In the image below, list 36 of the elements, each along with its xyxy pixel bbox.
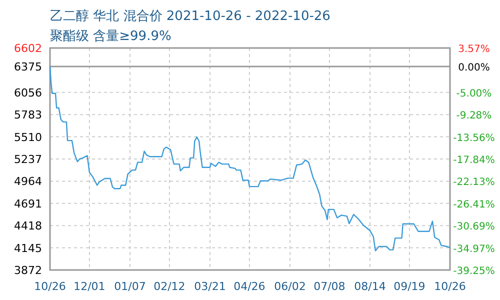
y-tick-label: 4691 (14, 197, 42, 210)
chart-subtitle: 聚酯级 含量≥99.9% (50, 29, 172, 44)
y-tick-label: 4145 (14, 242, 42, 255)
y2-tick-label: -17.84% (453, 155, 495, 166)
y-tick-label: 6056 (14, 86, 42, 100)
y2-tick-label: -5.00% (456, 88, 492, 100)
y2-tick-label: -39.25% (453, 266, 495, 277)
y2-tick-label: -22.13% (453, 177, 495, 188)
y2-tick-label: -26.41% (453, 199, 495, 210)
x-tick-label: 01/07 (114, 280, 146, 293)
chart-title: 乙二醇 华北 混合价 2021-10-26 - 2022-10-26 (50, 9, 330, 24)
y-tick-label: 6375 (14, 60, 42, 74)
y2-tick-label: 3.57% (458, 44, 490, 55)
x-tick-label: 03/21 (194, 280, 226, 293)
y2-tick-label: -9.28% (456, 110, 492, 122)
y-tick-label: 5237 (14, 153, 42, 166)
x-tick-label: 10/26 (434, 280, 466, 293)
y2-tick-label: 0.00% (458, 62, 490, 74)
x-tick-label: 04/26 (234, 280, 266, 293)
x-tick-label: 08/14 (354, 280, 386, 293)
x-tick-label: 02/12 (154, 280, 186, 293)
x-tick-label: 10/26 (34, 280, 66, 293)
y-tick-label: 6602 (14, 42, 42, 55)
y-tick-label: 5510 (14, 130, 42, 144)
y2-tick-label: -34.97% (453, 244, 495, 255)
y-tick-label: 4418 (14, 220, 42, 233)
y2-tick-label: -30.69% (453, 222, 495, 233)
x-tick-label: 09/19 (394, 280, 426, 293)
x-tick-label: 12/01 (74, 280, 106, 293)
y-tick-label: 4964 (14, 175, 42, 188)
y-tick-label: 5783 (14, 108, 42, 122)
x-tick-label: 07/08 (314, 280, 346, 293)
y-tick-label: 3872 (14, 264, 42, 277)
y2-tick-label: -13.56% (453, 132, 495, 144)
line-series (49, 66, 451, 252)
x-tick-label: 06/02 (274, 280, 306, 293)
